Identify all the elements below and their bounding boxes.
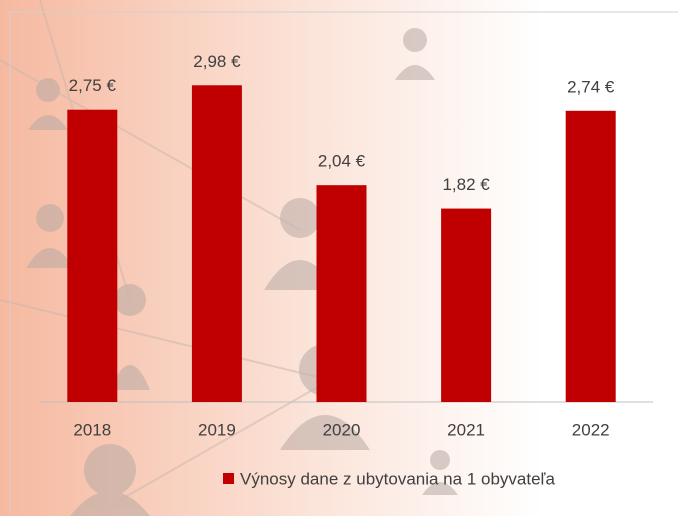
x-tick-label: 2019 bbox=[198, 420, 236, 439]
x-tick-label: 2020 bbox=[323, 420, 361, 439]
x-tick-label: 2021 bbox=[447, 420, 485, 439]
chart: Výnosy dane z ubytovania na 1 obyvateľa … bbox=[0, 0, 678, 516]
data-label: 2,98 € bbox=[193, 52, 241, 71]
data-label: 2,74 € bbox=[567, 77, 615, 96]
legend-swatch bbox=[223, 473, 234, 484]
legend-label: Výnosy dane z ubytovania na 1 obyvateľa bbox=[240, 469, 555, 488]
bar bbox=[67, 110, 117, 402]
x-tick-label: 2018 bbox=[73, 420, 111, 439]
data-label: 2,75 € bbox=[69, 76, 117, 95]
bar bbox=[192, 85, 242, 402]
page: Výnosy dane z ubytovania na 1 obyvateľa … bbox=[0, 0, 678, 516]
bar bbox=[566, 111, 616, 402]
data-label: 1,82 € bbox=[442, 175, 490, 194]
data-label: 2,04 € bbox=[318, 152, 366, 171]
bar bbox=[317, 185, 367, 402]
x-tick-label: 2022 bbox=[572, 420, 610, 439]
bar bbox=[441, 209, 491, 402]
